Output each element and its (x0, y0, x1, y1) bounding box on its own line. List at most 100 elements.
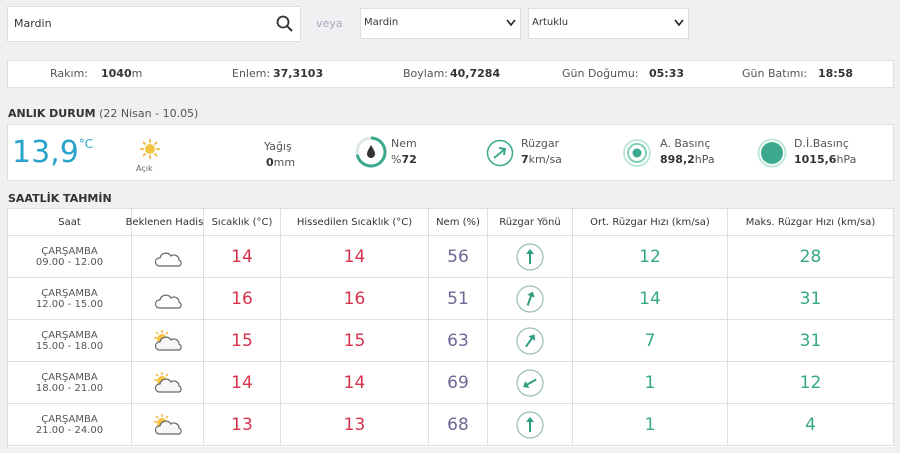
temp-value: 13,9 (12, 135, 79, 170)
info-value: 37,3103 (273, 67, 323, 80)
temp-unit: °C (78, 137, 94, 151)
info-number: 1040 (101, 67, 132, 80)
info-label: Enlem: (232, 67, 271, 80)
info-label: Boylam: (403, 67, 449, 80)
wind: 7km/sa (521, 153, 562, 166)
header-cell: Beklenen Hadise (126, 209, 209, 236)
search-input[interactable]: Mardin (14, 17, 52, 30)
humidity: 56 (447, 246, 469, 267)
temp: 16 (231, 288, 253, 309)
info-number: 05:33 (649, 67, 685, 80)
wind-value: 7 (521, 153, 529, 166)
time: 18.00 - 21.00 (35, 382, 104, 394)
sea-pressure-unit: hPa (836, 153, 857, 166)
partly-sunny-icon (153, 371, 182, 393)
table-cell: 68 (429, 404, 488, 446)
search-icon[interactable] (276, 15, 294, 33)
table-cell: 28 (728, 236, 894, 278)
info-value: 05:33 (649, 67, 684, 80)
day: ÇARŞAMBA (41, 413, 98, 425)
humidity-label: Nem (391, 137, 417, 150)
info-unit: m (131, 67, 143, 80)
wind-avg: 7 (644, 330, 656, 351)
pressure-label: A. Basınç (660, 137, 711, 150)
table-cell (132, 362, 204, 404)
table-cell (488, 278, 573, 320)
wind-direction (516, 368, 544, 397)
table-cell: 7 (573, 320, 728, 362)
current-title: ANLIK DURUM (8, 107, 96, 120)
wind-direction (516, 326, 544, 355)
wind-arrow (526, 416, 534, 432)
wind-max: 31 (799, 330, 822, 351)
pressure: 898,2hPa (660, 153, 715, 166)
wind-max: 4 (805, 414, 816, 435)
sea-pressure-value: 1015,6 (794, 153, 837, 166)
temp: 15 (231, 330, 253, 351)
pressure-icon (623, 139, 651, 167)
precip-value: 0 (266, 156, 274, 169)
wind-unit: km/sa (528, 153, 562, 166)
table-cell: 56 (429, 236, 488, 278)
or-label: veya (316, 17, 343, 30)
province-select[interactable]: Mardin (360, 8, 521, 39)
precip-unit: mm (273, 156, 296, 169)
wind-avg: 12 (639, 246, 661, 267)
feels: 14 (343, 246, 366, 267)
table-cell: 16 (204, 278, 281, 320)
wind-icon (486, 139, 514, 167)
wind-arrow (523, 378, 537, 388)
table-cell (132, 320, 204, 362)
partly-sunny-icon (153, 413, 182, 435)
hourly-table: Saat Beklenen Hadise Sıcaklık (°C) Hissedil… (7, 208, 894, 447)
time: 15.00 - 18.00 (35, 340, 104, 352)
current-panel: 13,9°C Açık Yağış 0mm Nem %72 Rüzgar 7km… (7, 124, 894, 181)
humidity-arc (355, 136, 387, 168)
humidity: %72 (391, 153, 417, 166)
district-select[interactable]: Artuklu (528, 8, 689, 39)
header-cell: Nem (%) (429, 209, 488, 236)
pressure-value: 898,2 (660, 153, 695, 166)
info-value: 40,7284 (450, 67, 500, 80)
wind-direction (516, 242, 544, 271)
feels: 14 (343, 372, 366, 393)
day: ÇARŞAMBA (41, 287, 98, 299)
search-box[interactable]: Mardin (7, 6, 301, 42)
table-cell: 1 (573, 362, 728, 404)
condition: Açık (136, 164, 153, 173)
header-cell: Saat (8, 209, 132, 236)
dropdown-arrow (506, 19, 516, 27)
header-cell: Ort. Rüzgar Hızı (km/sa) (573, 209, 728, 236)
humidity: 68 (447, 414, 469, 435)
feels: 15 (343, 330, 366, 351)
wind-arrow (526, 290, 535, 306)
day: ÇARŞAMBA (41, 329, 98, 341)
table-cell: ÇARŞAMBA 12.00 - 15.00 (8, 278, 132, 320)
table-cell: 31 (728, 320, 894, 362)
wind-max: 28 (799, 246, 822, 267)
table-cell: 15 (281, 320, 429, 362)
sea-pressure-icon (757, 138, 787, 168)
table-cell: ÇARŞAMBA 15.00 - 18.00 (8, 320, 132, 362)
header-cell: Rüzgar Yönü (488, 209, 573, 236)
wind-max: 12 (799, 372, 822, 393)
table-cell: ÇARŞAMBA 18.00 - 21.00 (8, 362, 132, 404)
partly-sunny-icon (153, 329, 182, 351)
hourly-title: SAATLİK TAHMİN (8, 192, 112, 205)
table-cell (132, 236, 204, 278)
temp: 14 (231, 246, 253, 267)
table-cell: 13 (281, 404, 429, 446)
current-temp: 13,9°C (12, 135, 93, 170)
temp: 13 (231, 414, 253, 435)
humidity: 51 (447, 288, 469, 309)
day: ÇARŞAMBA (41, 245, 98, 257)
wind-avg: 1 (644, 372, 656, 393)
table-cell: 13 (204, 404, 281, 446)
humidity: 63 (447, 330, 469, 351)
header-cell: Maks. Rüzgar Hızı (km/sa) (728, 209, 894, 236)
table-cell (132, 404, 204, 446)
table-cell: 14 (204, 362, 281, 404)
precip-label: Yağış (264, 140, 292, 153)
info-number: 40,7284 (450, 67, 501, 80)
